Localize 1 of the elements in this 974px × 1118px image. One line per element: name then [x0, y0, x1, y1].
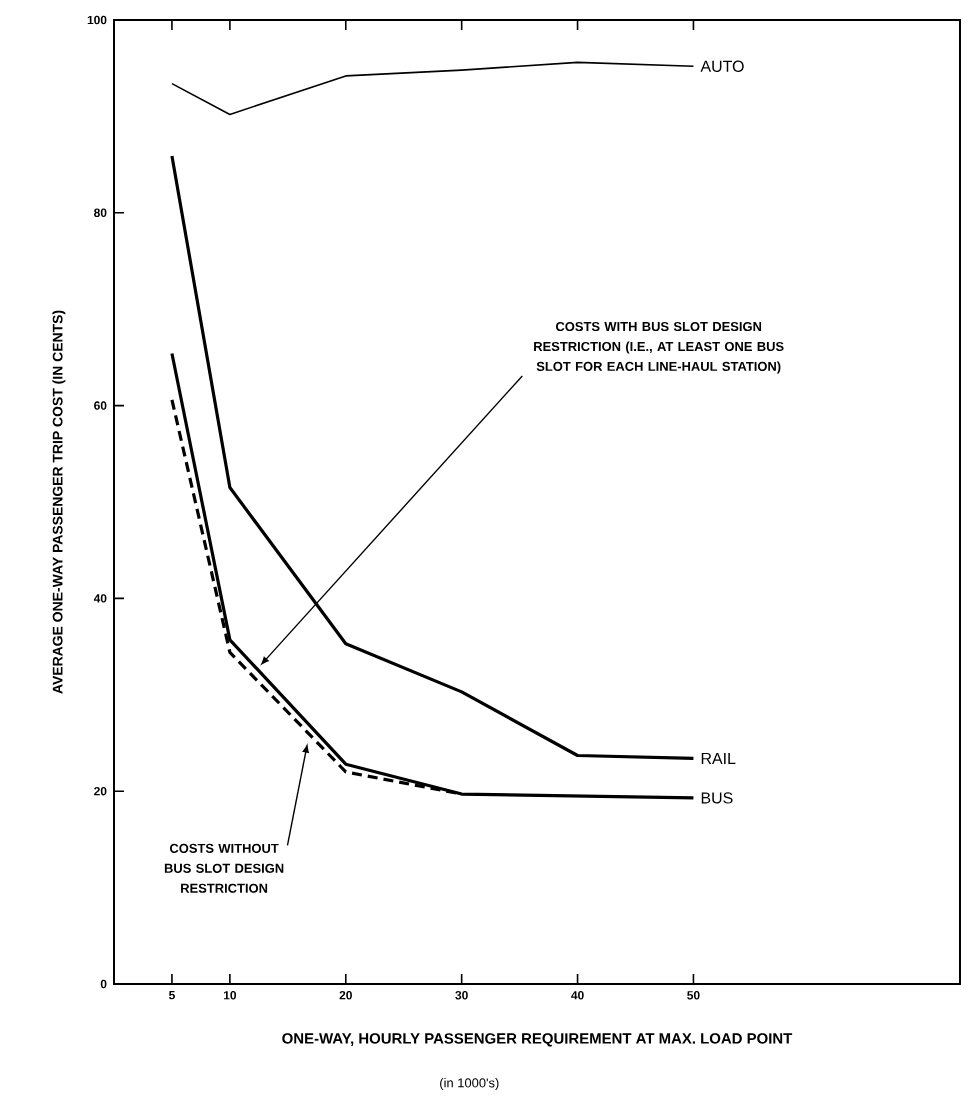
line-series: [171, 61, 695, 116]
